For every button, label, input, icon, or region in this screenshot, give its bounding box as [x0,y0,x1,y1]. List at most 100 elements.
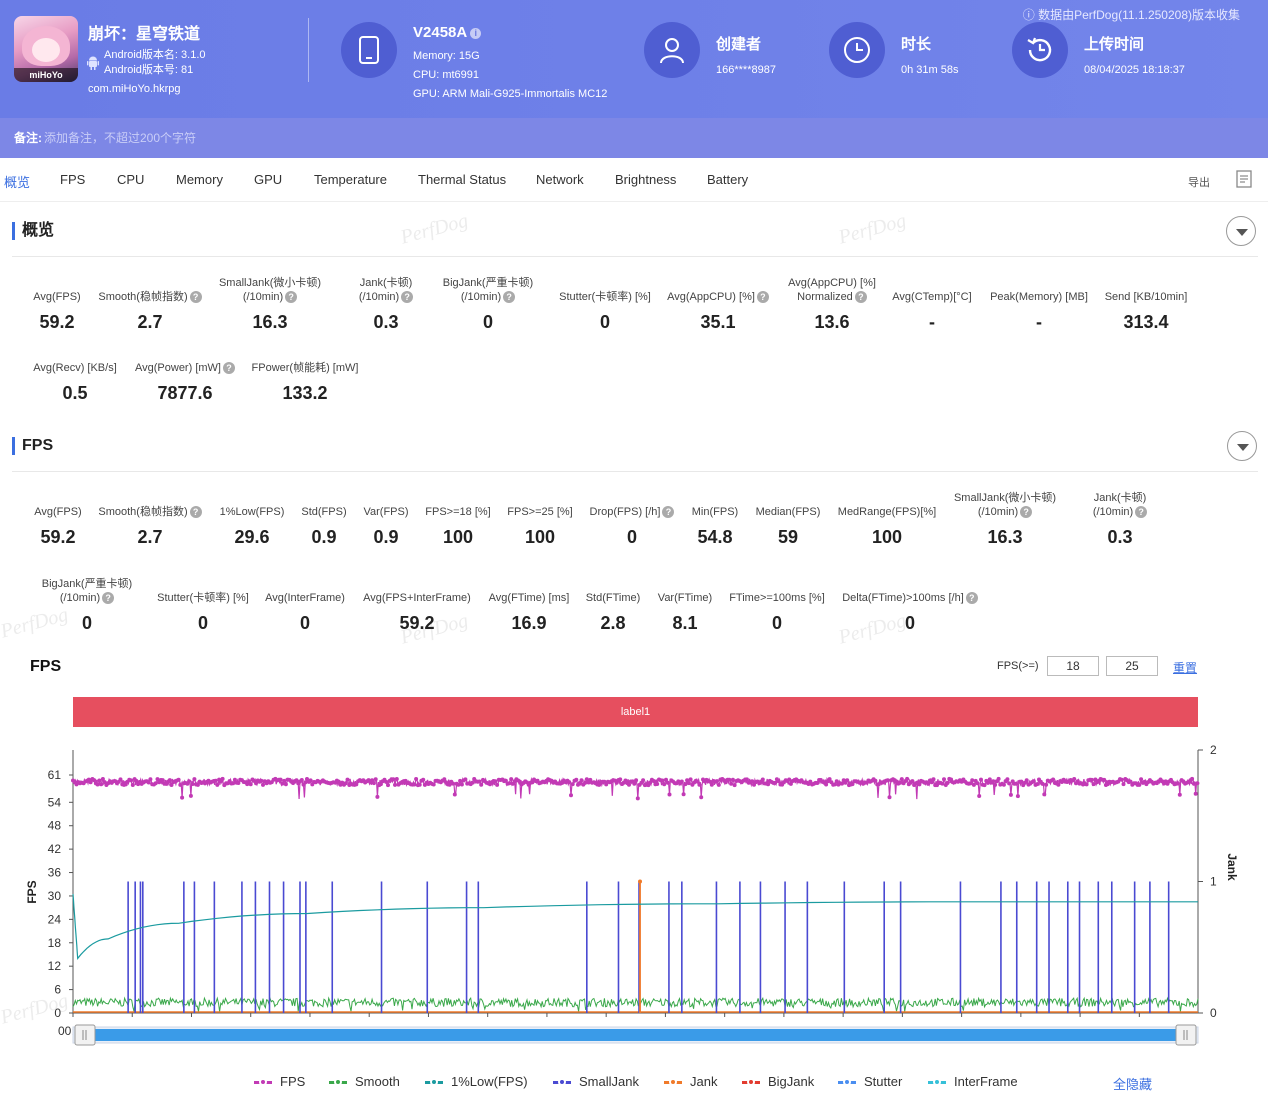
app-icon-logo-text: miHoYo [14,68,78,82]
help-icon[interactable]: ? [222,362,235,375]
stat-label-text: Avg(AppCPU) [%] [788,277,876,289]
tab-thermal-status[interactable]: Thermal Status [418,172,507,187]
stat-label: BigJank(严重卡顿) [17,577,157,591]
tab-overview[interactable]: 概览 [4,175,31,190]
fps-chart-svg[interactable]: 0612182430364248546101200:0001:4103:2205… [0,730,1268,1070]
fps-point [503,778,508,783]
fps-point [282,778,287,783]
stat-item: Std(FTime) 2.8 [543,591,683,634]
tab-memory[interactable]: Memory [176,172,223,187]
export-icon[interactable] [1236,170,1252,188]
legend-swatch [742,1078,760,1087]
zoom-slider-handle[interactable] [1175,1024,1197,1046]
info-icon[interactable]: i [470,27,482,39]
legend-item[interactable]: 1%Low(FPS) [425,1074,528,1089]
tab-fps[interactable]: FPS [60,172,86,187]
fps-threshold-input-2[interactable] [1106,656,1158,676]
stat-value: 0.5 [62,383,88,403]
help-icon[interactable]: ? [401,291,414,304]
tab-brightness[interactable]: Brightness [615,172,677,187]
help-icon[interactable]: ? [854,291,867,304]
stat-label: Std(FPS) [254,505,394,519]
fps-point [1139,777,1144,782]
fps-point [495,782,500,787]
fps-point [378,782,383,787]
tab-cpu[interactable]: CPU [117,172,145,187]
stat-value: 0 [599,312,610,332]
fps-point [215,782,220,787]
fps-point [982,783,987,788]
help-icon[interactable]: ? [1135,506,1148,519]
fps-point [336,779,341,784]
fps-point [699,795,704,800]
stat-item: FPS>=25 [%] 100 [470,505,610,548]
stat-value: 0 [771,613,782,633]
tab-network[interactable]: Network [536,172,584,187]
fps-point [697,782,702,787]
help-icon[interactable]: ? [189,291,202,304]
stat-value: 0 [904,613,915,633]
help-icon[interactable]: ? [965,592,978,605]
fps-point [773,780,778,785]
fps-point [975,781,980,786]
hide-all-button[interactable]: 全隐藏 [1113,1077,1153,1092]
stat-label-text: FTime>=100ms [%] [729,592,825,604]
fps-point [898,780,902,785]
note-input[interactable]: 添加备注，不超过200个字符 [44,131,197,145]
fps-point [148,777,153,782]
fps-point [155,777,160,782]
fps-point [394,777,399,781]
legend-item[interactable]: BigJank [742,1074,814,1089]
stat-label-text: Jank(卡顿) [1093,492,1147,504]
legend-item[interactable]: Stutter [838,1074,902,1089]
help-icon[interactable]: ? [503,291,516,304]
report-header: ⓘ 数据由PerfDog(11.1.250208)版本收集 miHoYo 崩坏：… [0,0,1268,158]
legend-item[interactable]: Jank [664,1074,717,1089]
stat-value: 29.6 [234,527,270,547]
stat-label-text: Avg(Power) [mW] [135,362,221,374]
collapse-fps-button[interactable] [1227,431,1257,461]
help-icon[interactable]: ? [756,291,769,304]
stat-label-text: Avg(CTemp)[°C] [892,291,972,303]
stat-label: Jank(卡顿) [316,276,456,290]
fps-point [386,783,390,788]
help-icon[interactable]: ? [662,506,675,519]
stat-label-line2: (/10min)? [935,505,1075,519]
duration-label: 时长 [901,36,932,53]
zoom-slider-handle[interactable] [74,1024,96,1046]
tab-temperature[interactable]: Temperature [314,172,387,187]
fps-point [1015,794,1020,799]
legend-item[interactable]: SmallJank [553,1074,639,1089]
creator-value: 166****8987 [716,64,776,76]
fps-point [584,777,589,782]
fps-threshold-input-1[interactable] [1047,656,1099,676]
note-bar[interactable]: 备注: 添加备注，不超过200个字符 [0,118,1268,158]
stat-value: 13.6 [814,312,850,332]
fps-point [1193,791,1198,796]
tab-gpu[interactable]: GPU [254,172,283,187]
stat-label-text: Avg(InterFrame) [265,592,345,604]
legend-item[interactable]: Smooth [329,1074,400,1089]
legend-item[interactable]: FPS [254,1074,305,1089]
fps-point [259,778,264,783]
reset-button[interactable]: 重置 [1173,661,1198,675]
section-divider [12,256,1258,257]
stat-item: Median(FPS) 59 [718,505,858,548]
fps-point [750,779,755,784]
fps-point [662,782,667,787]
tab-battery[interactable]: Battery [707,172,749,187]
fps-section-title: FPS [12,437,53,455]
help-icon[interactable]: ? [1020,506,1033,519]
collapse-overview-button[interactable] [1226,216,1256,246]
fps-point [509,777,514,782]
user-icon [644,22,700,78]
legend-item[interactable]: InterFrame [928,1074,1018,1089]
help-icon[interactable]: ? [189,506,202,519]
help-icon[interactable]: ? [102,592,115,605]
label-bar[interactable]: label1 [73,697,1198,727]
help-icon[interactable]: ? [285,291,298,304]
export-button[interactable]: 导出 [1188,177,1210,189]
header-divider [308,18,309,82]
fps-point [641,778,646,783]
y-tick-label: 24 [48,912,62,926]
